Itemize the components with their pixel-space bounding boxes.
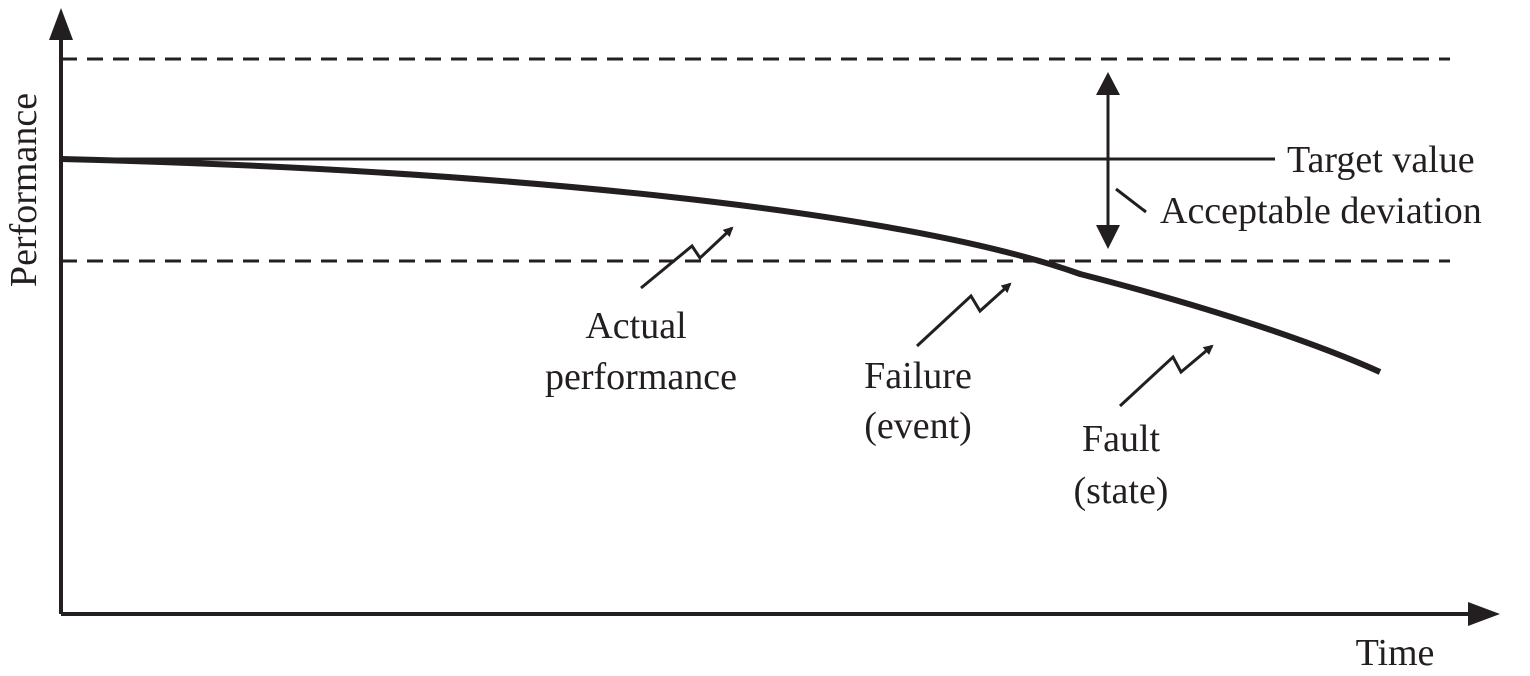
y-axis-label: Performance [3, 93, 45, 287]
actual-performance-pointer-icon [640, 226, 734, 290]
actual-performance-curve [60, 156, 1382, 375]
acceptable-deviation-label: Acceptable deviation [1160, 190, 1482, 232]
y-axis-arrow-icon [49, 8, 73, 40]
actual-performance-label-line1: Actual [585, 305, 686, 347]
failure-label-line1: Failure [864, 355, 972, 397]
failure-pointer-icon [915, 282, 1012, 348]
deviation-arrow-up-icon [1096, 72, 1120, 95]
deviation-leader-line [1115, 187, 1147, 214]
fault-label-line2: (state) [1074, 470, 1169, 512]
target-value-label: Target value [1287, 139, 1475, 181]
x-axis-label: Time [1356, 632, 1435, 674]
x-axis-arrow-icon [1468, 602, 1500, 626]
fault-pointer-icon [1118, 344, 1214, 408]
failure-label-line2: (event) [864, 405, 972, 447]
fault-label-line1: Fault [1082, 418, 1161, 460]
deviation-arrow-down-icon [1096, 225, 1120, 249]
actual-performance-label-line2: performance [545, 356, 737, 398]
